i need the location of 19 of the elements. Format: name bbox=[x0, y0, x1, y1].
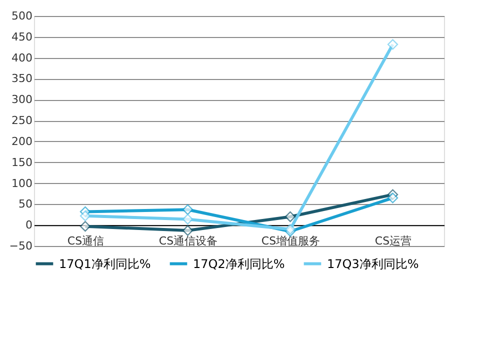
y-tick-label: 50 bbox=[18, 198, 32, 211]
y-tick-label: 500 bbox=[12, 10, 32, 22]
y-tick-label: 450 bbox=[12, 30, 32, 44]
y-tick-label: 350 bbox=[12, 72, 32, 86]
y-tick-label: 400 bbox=[12, 51, 32, 64]
legend-label: 17Q2净利同比% bbox=[193, 256, 285, 271]
y-tick-label: 250 bbox=[12, 114, 32, 128]
x-tick-label: CS通信设备 bbox=[158, 234, 218, 248]
y-tick-label: −50 bbox=[9, 240, 32, 252]
legend-label: 17Q3净利同比% bbox=[327, 256, 419, 271]
y-tick-label: 100 bbox=[12, 176, 32, 190]
x-tick-label: CS运营 bbox=[374, 234, 412, 248]
x-tick-label: CS通信 bbox=[67, 234, 104, 248]
y-tick-label: 0 bbox=[26, 218, 32, 232]
y-tick-label: 150 bbox=[12, 156, 32, 169]
y-tick-label: 200 bbox=[12, 134, 32, 148]
legend-label: 17Q1净利同比% bbox=[59, 256, 151, 271]
y-tick-label: 300 bbox=[12, 93, 32, 106]
x-tick-label: CS增值服务 bbox=[261, 234, 320, 248]
